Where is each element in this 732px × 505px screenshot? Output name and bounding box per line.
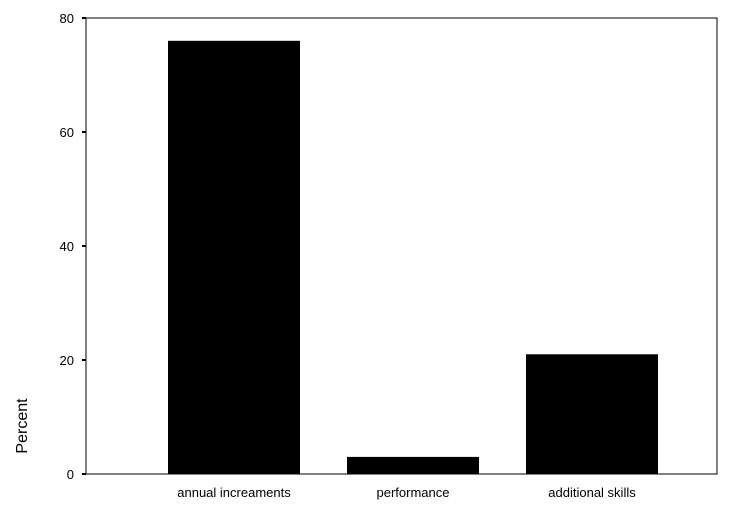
bar-additional-skills (526, 354, 658, 474)
x-tick-label: performance (377, 485, 450, 500)
y-tick-label: 0 (67, 467, 74, 482)
x-tick-label: annual increaments (177, 485, 291, 500)
y-axis: 0 20 40 60 80 (60, 11, 86, 482)
x-axis: annual increaments performance additional … (177, 485, 636, 500)
y-tick-label: 40 (60, 239, 74, 254)
y-axis-title: Percent (14, 398, 31, 454)
y-tick-label: 80 (60, 11, 74, 26)
y-tick-label: 20 (60, 353, 74, 368)
x-tick-label: additional skills (548, 485, 636, 500)
bar-annual-increaments (168, 40, 300, 475)
bars-group (168, 40, 658, 475)
y-tick-label: 60 (60, 125, 74, 140)
bar-performance (347, 456, 479, 474)
